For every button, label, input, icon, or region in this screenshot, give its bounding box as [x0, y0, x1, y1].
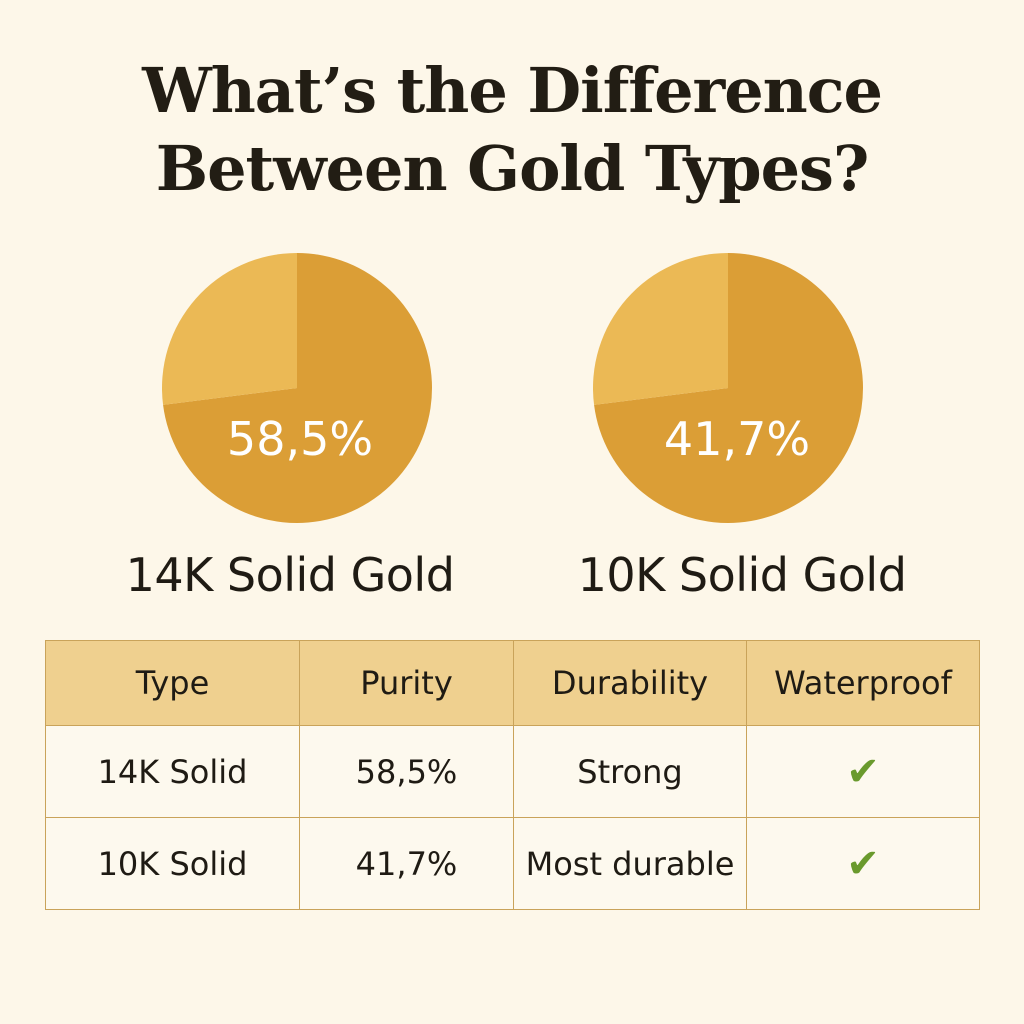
cell-type: 10K Solid — [45, 817, 300, 910]
check-icon: ✔ — [846, 748, 880, 795]
cell-type: 14K Solid — [45, 725, 300, 818]
header-purity: Purity — [299, 640, 514, 726]
table-header-row: Type Purity Durability Waterproof — [45, 640, 980, 726]
pie-data-label-10k: 41,7% — [664, 412, 810, 466]
pie-charts: 58,5% 41,7% — [161, 253, 863, 523]
title-line-1: What’s the Difference — [142, 54, 883, 127]
pie-slice — [163, 253, 432, 523]
comparison-table: Type Purity Durability Waterproof 14K So… — [45, 640, 980, 910]
pie-data-label-14k: 58,5% — [227, 412, 373, 466]
pie-chart-14k — [161, 253, 432, 523]
pie-slice — [161, 253, 297, 405]
table-row: 10K Solid 41,7% Most durable ✔ — [45, 817, 980, 910]
title-line-2: Between Gold Types? — [155, 132, 870, 205]
pie-slice — [594, 253, 863, 523]
header-type: Type — [45, 640, 300, 726]
pie-slice — [593, 253, 728, 405]
check-icon: ✔ — [846, 840, 880, 887]
cell-waterproof: ✔ — [746, 725, 980, 818]
table-row: 14K Solid 58,5% Strong ✔ — [45, 725, 980, 818]
page-title: What’s the Difference Between Gold Types… — [0, 52, 1024, 208]
pie-chart-10k — [593, 253, 863, 523]
cell-durability: Strong — [513, 725, 747, 818]
header-waterproof: Waterproof — [746, 640, 980, 726]
cell-purity: 41,7% — [299, 817, 514, 910]
header-durability: Durability — [513, 640, 747, 726]
pie-title-10k: 10K Solid Gold — [577, 548, 907, 602]
cell-purity: 58,5% — [299, 725, 514, 818]
cell-waterproof: ✔ — [746, 817, 980, 910]
pie-title-14k: 14K Solid Gold — [125, 548, 455, 602]
cell-durability: Most durable — [513, 817, 747, 910]
